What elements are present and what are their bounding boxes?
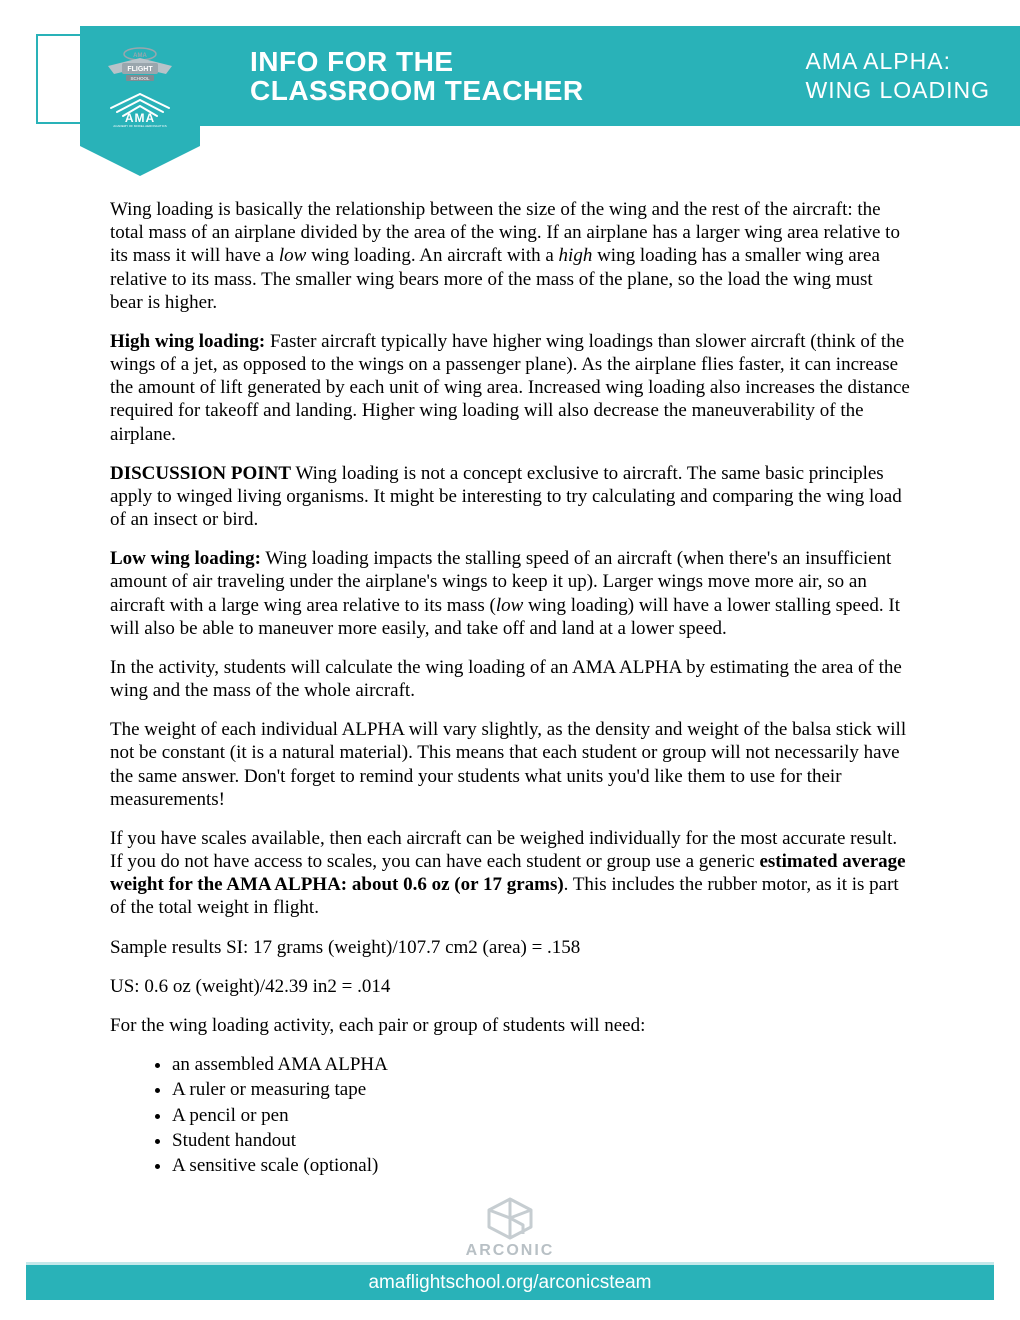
svg-text:ACADEMY OF MODEL AERONAUTICS: ACADEMY OF MODEL AERONAUTICS xyxy=(113,124,167,128)
ama-wings-logo: AMA ACADEMY OF MODEL AERONAUTICS xyxy=(103,90,177,128)
header-subtitle: AMA ALPHA: WING LOADING xyxy=(805,47,990,105)
flight-school-logo: AMA FLIGHT SCHOOL xyxy=(98,44,182,84)
paragraph-scales: If you have scales available, then each … xyxy=(110,827,910,920)
arconic-label: ARCONIC xyxy=(466,1242,555,1260)
footer-url: amaflightschool.org/arconicsteam xyxy=(368,1272,651,1294)
paragraph-materials-intro: For the wing loading activity, each pair… xyxy=(110,1014,910,1037)
paragraph-discussion: DISCUSSION POINT Wing loading is not a c… xyxy=(110,462,910,532)
logo-badge: AMA FLIGHT SCHOOL AMA ACADEMY OF MODEL A… xyxy=(80,26,200,176)
materials-list: an assembled AMA ALPHA A ruler or measur… xyxy=(172,1053,910,1177)
header-bar: INFO FOR THE CLASSROOM TEACHER AMA ALPHA… xyxy=(192,26,1020,126)
paragraph-activity: In the activity, students will calculate… xyxy=(110,656,910,702)
title-line1: INFO FOR THE xyxy=(250,46,454,77)
svg-text:FLIGHT: FLIGHT xyxy=(127,66,153,73)
title-line2: CLASSROOM TEACHER xyxy=(250,75,584,106)
paragraph-sample-si: Sample results SI: 17 grams (weight)/107… xyxy=(110,936,910,959)
footer-bar: amaflightschool.org/arconicsteam xyxy=(26,1262,994,1300)
subtitle-line2: WING LOADING xyxy=(805,77,990,103)
paragraph-low-loading: Low wing loading: Wing loading impacts t… xyxy=(110,547,910,640)
paragraph-weight-vary: The weight of each individual ALPHA will… xyxy=(110,718,910,811)
svg-text:AMA: AMA xyxy=(125,111,155,125)
badge-body: AMA FLIGHT SCHOOL AMA ACADEMY OF MODEL A… xyxy=(80,26,200,146)
svg-text:SCHOOL: SCHOOL xyxy=(130,76,150,81)
arconic-cube-icon xyxy=(481,1196,539,1240)
document-body: Wing loading is basically the relationsh… xyxy=(0,130,1020,1177)
paragraph-intro: Wing loading is basically the relationsh… xyxy=(110,198,910,314)
list-item: A ruler or measuring tape xyxy=(172,1078,910,1101)
paragraph-high-loading: High wing loading: Faster aircraft typic… xyxy=(110,330,910,446)
header: INFO FOR THE CLASSROOM TEACHER AMA ALPHA… xyxy=(0,0,1020,130)
list-item: A sensitive scale (optional) xyxy=(172,1154,910,1177)
arconic-logo: ARCONIC xyxy=(0,1196,1020,1260)
list-item: an assembled AMA ALPHA xyxy=(172,1053,910,1076)
paragraph-sample-us: US: 0.6 oz (weight)/42.39 in2 = .014 xyxy=(110,975,910,998)
list-item: A pencil or pen xyxy=(172,1104,910,1127)
subtitle-line1: AMA ALPHA: xyxy=(805,48,951,74)
badge-point xyxy=(80,146,200,176)
list-item: Student handout xyxy=(172,1129,910,1152)
header-title: INFO FOR THE CLASSROOM TEACHER xyxy=(250,47,584,106)
